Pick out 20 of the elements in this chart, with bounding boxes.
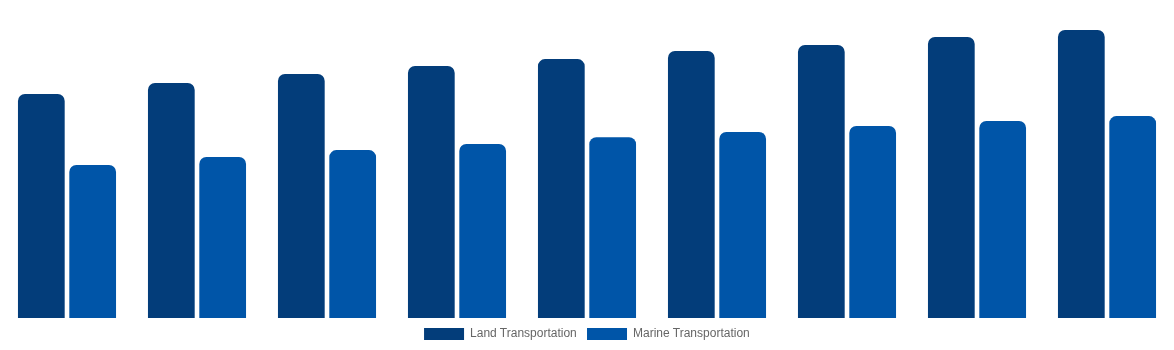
- bar: [589, 137, 637, 318]
- bar: [537, 59, 585, 318]
- bar: [147, 82, 195, 318]
- bar: [1109, 116, 1157, 318]
- bar: [927, 36, 975, 318]
- bar: [1057, 30, 1105, 318]
- legend-label: Land Transportation: [470, 326, 577, 341]
- bar: [719, 131, 767, 318]
- bar: [69, 165, 117, 318]
- bar: [17, 93, 65, 318]
- bar: [277, 74, 325, 318]
- bar: [199, 157, 247, 318]
- legend-label: Marine Transportation: [633, 326, 750, 341]
- bar: [797, 44, 845, 318]
- bar: [407, 66, 455, 318]
- bar: [667, 51, 715, 318]
- bar: [329, 150, 377, 318]
- bar: [979, 121, 1027, 318]
- bar: [849, 125, 897, 318]
- bar: [459, 144, 507, 318]
